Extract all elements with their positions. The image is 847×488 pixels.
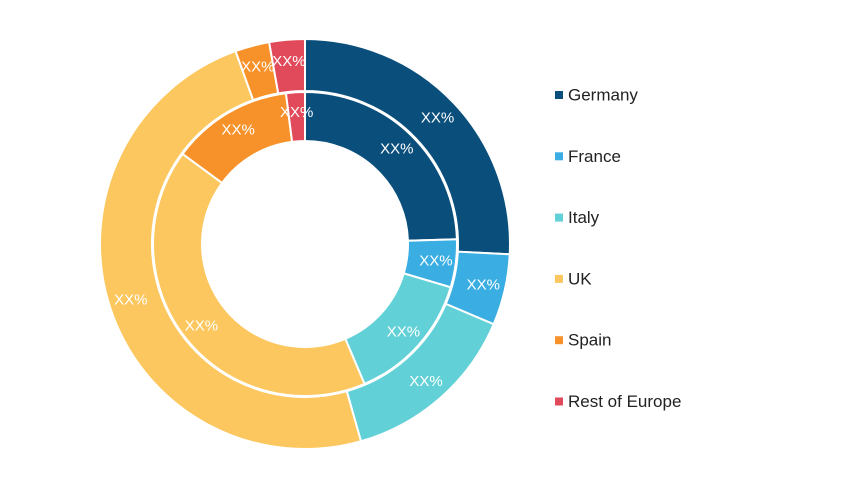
inner-label-germany: XX% xyxy=(380,141,413,158)
legend-label-germany: Germany xyxy=(568,86,638,105)
outer-label-uk: XX% xyxy=(114,292,147,309)
outer-label-germany: XX% xyxy=(421,109,454,126)
inner-slice-uk xyxy=(152,152,366,397)
inner-slice-rest-of-europe xyxy=(284,90,306,143)
outer-label-spain: XX% xyxy=(241,59,274,76)
legend-label-rest-of-europe: Rest of Europe xyxy=(568,392,681,411)
donut-rings xyxy=(99,37,511,450)
legend-swatch-italy xyxy=(555,213,563,222)
legend-swatch-uk xyxy=(555,274,563,283)
legend-label-france: France xyxy=(568,147,621,166)
legend-swatch-france xyxy=(555,152,563,161)
inner-label-uk: XX% xyxy=(185,317,218,334)
outer-label-france: XX% xyxy=(467,277,500,294)
legend-label-italy: Italy xyxy=(568,208,600,227)
inner-label-france: XX% xyxy=(419,252,452,269)
inner-label-italy: XX% xyxy=(387,323,420,340)
outer-label-italy: XX% xyxy=(409,373,442,390)
legend-swatch-rest-of-europe xyxy=(555,397,563,406)
inner-label-rest-of-europe: XX% xyxy=(280,104,313,121)
legend-label-uk: UK xyxy=(568,269,592,288)
inner-label-spain: XX% xyxy=(221,122,254,139)
legend-swatch-spain xyxy=(555,336,563,345)
legend-swatch-germany xyxy=(555,91,563,99)
legend-label-spain: Spain xyxy=(568,331,611,350)
outer-label-rest-of-europe: XX% xyxy=(272,53,305,70)
slice-labels: XX%XX%XX%XX%XX%XX%XX%XX%XX%XX%XX%XX% xyxy=(114,53,500,390)
legend: Germany France Italy UK Spain Rest of Europe xyxy=(555,86,681,411)
